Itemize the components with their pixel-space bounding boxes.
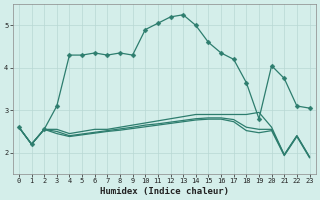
- X-axis label: Humidex (Indice chaleur): Humidex (Indice chaleur): [100, 187, 229, 196]
